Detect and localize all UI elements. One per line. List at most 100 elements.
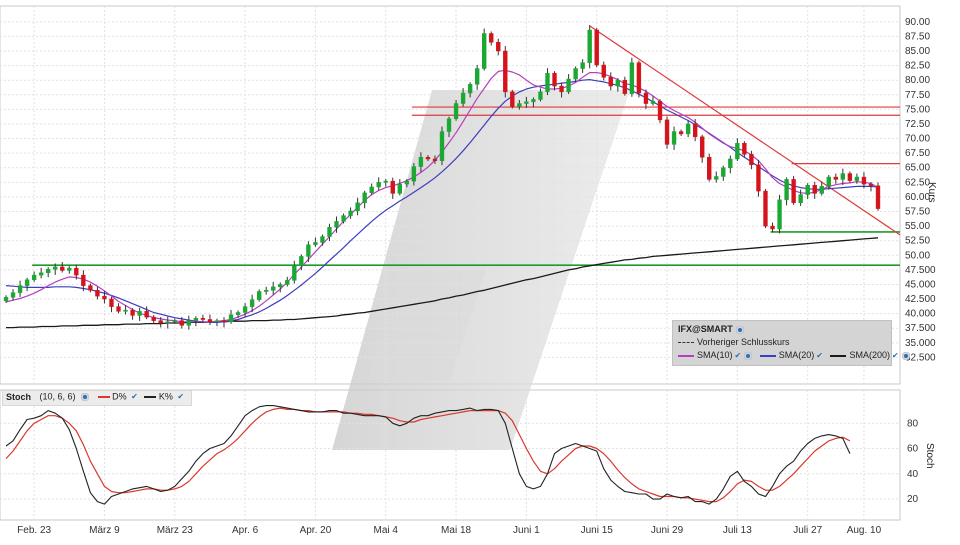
candle-up (278, 284, 283, 288)
candle-up (264, 290, 269, 292)
candle-up (854, 176, 860, 181)
k-line-icon (144, 395, 157, 398)
check-icon[interactable]: ✔ (816, 351, 823, 360)
candle-up (306, 244, 311, 257)
candle-up (193, 318, 199, 321)
legend-sma200[interactable]: SMA(200) ✔ (830, 350, 910, 360)
candle-down (636, 62, 642, 94)
price-tick-label: 77.50 (905, 90, 930, 101)
check-icon[interactable]: ✔ (891, 351, 899, 360)
settings-icon[interactable] (735, 325, 744, 334)
candle-up (517, 103, 522, 107)
candle-down (144, 311, 149, 318)
stoch-d-line (5, 407, 851, 503)
x-tick-label: Juli 13 (723, 525, 752, 536)
candle-down (179, 320, 184, 326)
stoch-d-label: D% (112, 391, 127, 402)
sma20-line-icon (759, 354, 776, 357)
x-tick-label: Apr. 20 (300, 525, 332, 536)
candle-down (847, 173, 853, 181)
legend-sma10[interactable]: SMA(10) ✔ (678, 350, 753, 360)
stoch-params: (10, 6, 6) (39, 391, 76, 402)
candle-up (334, 221, 339, 228)
legend-sma200-label: SMA(200) (849, 350, 890, 360)
price-tick-label: 82.50 (905, 61, 930, 72)
candle-down (151, 316, 156, 321)
check-icon[interactable]: ✔ (734, 351, 742, 360)
candle-down (622, 79, 628, 94)
candle-up (313, 242, 318, 246)
trend-line (589, 25, 901, 236)
x-tick-label: Juli 27 (793, 525, 822, 536)
candle-layer (3, 25, 881, 330)
legend-prev-close: Vorheriger Schlusskurs (697, 337, 790, 347)
candle-up (819, 186, 824, 194)
price-tick-label: 70.00 (905, 134, 930, 145)
stoch-tick-label: 40 (907, 469, 919, 480)
candle-down (552, 72, 557, 87)
candle-up (524, 101, 529, 104)
candle-up (31, 274, 37, 281)
check-icon[interactable]: ✔ (177, 392, 185, 402)
candle-up (249, 299, 255, 307)
candle-down (130, 309, 135, 316)
candle-down (657, 100, 663, 121)
price-tick-label: 90.00 (905, 17, 930, 28)
watermark-logo-small (368, 270, 486, 380)
price-tick-label: 52.50 (905, 236, 930, 247)
price-legend: IFX@SMART Vorheriger Schlusskurs SMA(10)… (672, 320, 910, 366)
candle-up (840, 173, 846, 180)
price-tick-label: 72.50 (905, 119, 930, 130)
candle-up (566, 78, 571, 93)
legend-sma20[interactable]: SMA(20) ✔ (759, 350, 823, 360)
legend-sma10-label: SMA(10) (697, 350, 733, 360)
candle-up (404, 180, 410, 185)
price-axis-title: Kurs (926, 182, 937, 203)
candle-down (425, 156, 431, 160)
candle-up (3, 297, 9, 302)
stoch-tick-label: 60 (907, 444, 919, 455)
candle-up (439, 131, 445, 161)
candle-up (299, 256, 304, 267)
settings-icon[interactable] (901, 351, 910, 360)
settings-icon[interactable] (81, 392, 90, 401)
candle-up (587, 29, 592, 63)
candle-up (24, 279, 30, 286)
candle-down (116, 306, 121, 312)
candle-up (685, 123, 691, 135)
candle-down (868, 183, 874, 187)
candle-up (798, 194, 803, 204)
price-tick-label: 60.00 (905, 192, 930, 203)
x-tick-label: Apr. 6 (232, 525, 259, 536)
candle-up (411, 166, 417, 182)
price-tick-label: 67.50 (905, 148, 930, 159)
candle-down (707, 156, 712, 180)
candle-up (186, 320, 192, 326)
candle-up (397, 183, 402, 194)
candle-up (460, 92, 466, 104)
candle-up (341, 215, 346, 222)
price-tick-label: 65.00 (905, 163, 930, 174)
price-tick-label: 55.00 (905, 221, 930, 232)
price-tick-label: 45.000 (905, 279, 936, 290)
candle-up (369, 186, 374, 194)
settings-icon[interactable] (744, 351, 753, 360)
price-tick-label: 42.500 (905, 294, 936, 305)
candle-down (875, 185, 881, 209)
candle-up (38, 272, 44, 276)
candle-down (207, 319, 213, 323)
grid-layer (0, 6, 900, 520)
candle-up (256, 291, 262, 300)
dashed-line-icon (678, 342, 694, 344)
legend-symbol-row: IFX@SMART (678, 324, 744, 334)
check-icon[interactable]: ✔ (131, 392, 138, 402)
candle-down (692, 123, 698, 138)
candle-down (503, 50, 508, 93)
price-tick-label: 75.00 (905, 104, 930, 115)
candle-up (467, 84, 473, 94)
candle-up (777, 199, 782, 230)
candle-down (742, 142, 747, 155)
candle-down (678, 131, 684, 135)
candle-down (559, 85, 564, 93)
